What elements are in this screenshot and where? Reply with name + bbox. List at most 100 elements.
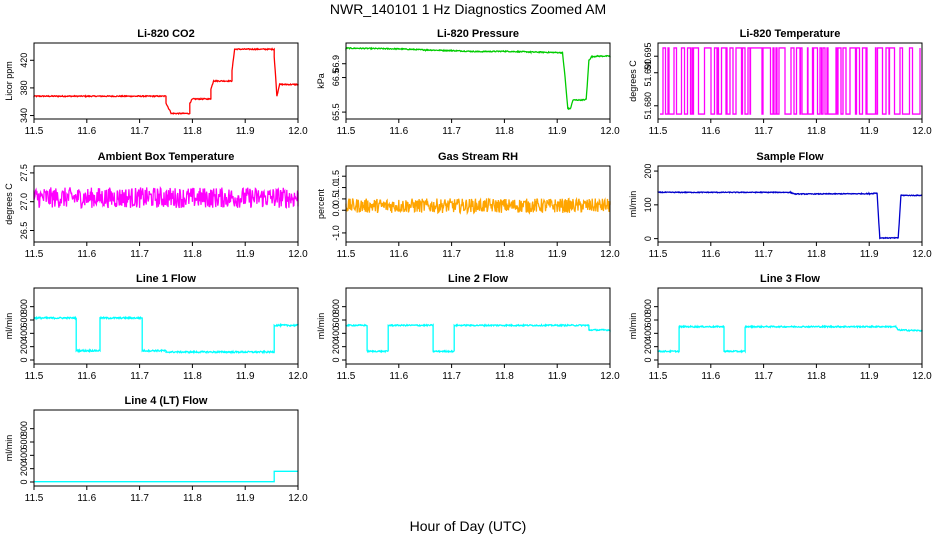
x-tick-label: 12.0 [912,126,932,137]
plot-frame [33,165,299,243]
chart-panel: Line 4 (LT) Flow 11.5 11.6 11.7 11.8 11.9 12.0… [4,395,308,504]
y-tick-label: 0 [331,357,341,362]
x-tick-label: 12.0 [600,249,620,260]
series-line [33,315,299,355]
chart-panel: Sample Flow 11.5 11.6 11.7 11.8 11.9 12.0 0 100 2… [628,151,932,260]
x-tick-label: 11.8 [183,493,202,504]
x-tick-label: 11.6 [389,371,408,382]
x-tick-label: 11.6 [77,126,96,137]
chart-panel: Line 2 Flow 11.5 11.6 11.7 11.8 11.9 12.0 0 2004… [316,273,620,382]
y-axis-label: ml/min [628,313,638,340]
plot-frame [657,165,923,243]
y-tick-label: 400 [331,326,341,341]
x-tick-label: 11.8 [495,249,514,260]
y-axis-label: Licor ppm [4,61,14,101]
x-tick-label: 11.9 [860,249,879,260]
y-axis-label: kPa [316,73,326,89]
x-tick-label: 11.9 [548,126,567,137]
chart-panel: Ambient Box Temperature 11.5 11.6 11.7 11.8 1… [4,151,308,260]
x-tick-label: 12.0 [288,126,308,137]
y-axis-label: ml/min [4,313,14,340]
x-tick-label: 11.8 [807,126,826,137]
series-line [660,47,921,115]
chart-panel: Li-820 Pressure 11.5 11.6 11.7 11.8 11.9 12.0 6… [316,28,620,137]
x-tick-label: 11.7 [754,371,773,382]
y-tick-label: 200 [643,339,653,354]
y-tick-label: 0 [19,479,29,484]
x-tick-label: 11.6 [77,249,96,260]
x-tick-label: 11.5 [337,371,356,382]
plot-frame [345,165,611,243]
x-tick-label: 11.5 [25,126,44,137]
y-tick-label: 51.695 [643,42,653,70]
y-tick-label: 1.0 [331,181,341,194]
plot-frame [657,287,923,365]
chart-title: Line 1 Flow [136,273,196,285]
plot-frame [33,409,299,487]
x-tick-label: 11.6 [701,371,720,382]
x-tick-label: 12.0 [288,493,308,504]
plot-frame [33,42,299,120]
y-tick-label: 420 [19,53,29,68]
y-tick-label: 0 [19,357,29,362]
y-tick-label: 1.5 [331,170,341,183]
x-tick-label: 11.8 [183,371,202,382]
x-tick-label: 11.9 [548,249,567,260]
y-tick-label: 800 [19,299,29,314]
x-tick-label: 11.6 [77,371,96,382]
series-line [345,196,611,216]
x-tick-label: 11.6 [701,126,720,137]
x-tick-label: 11.6 [389,249,408,260]
x-tick-label: 11.5 [649,249,668,260]
x-tick-label: 11.8 [807,249,826,260]
y-tick-label: 100 [643,197,653,212]
x-tick-label: 11.5 [25,249,44,260]
x-tick-label: 11.9 [548,371,567,382]
y-tick-label: 200 [643,164,653,179]
x-tick-label: 12.0 [912,249,932,260]
x-tick-label: 12.0 [912,371,932,382]
x-tick-label: 11.9 [236,249,255,260]
page-title: NWR_140101 1 Hz Diagnostics Zoomed AM [329,1,607,17]
chart-panel: Li-820 Temperature 11.5 11.6 11.7 11.8 11.9 12… [628,28,932,137]
chart-title: Line 2 Flow [448,273,508,285]
x-tick-label: 11.5 [649,371,668,382]
series-line [345,46,611,111]
x-tick-label: 11.5 [25,493,44,504]
y-tick-label: 0 [643,236,653,241]
series-line [657,190,923,240]
y-tick-label: 0.0 [331,204,341,217]
chart-panel: Line 3 Flow 11.5 11.6 11.7 11.8 11.9 12.0 0 2004… [628,273,932,382]
x-tick-label: 11.5 [337,249,356,260]
y-tick-label: 66.9 [331,55,341,73]
y-axis-label: degrees C [628,60,638,102]
y-tick-label: 600 [19,434,29,449]
x-tick-label: 11.7 [754,249,773,260]
x-tick-label: 11.6 [389,126,408,137]
y-tick-label: 51.680 [643,92,653,120]
y-tick-label: 51.690 [643,59,653,87]
plot-frame [33,287,299,365]
x-tick-label: 11.7 [130,126,149,137]
y-tick-label: 400 [19,326,29,341]
y-tick-label: 400 [643,326,653,341]
y-tick-label: 200 [19,339,29,354]
x-tick-label: 12.0 [288,249,308,260]
y-tick-label: 27.5 [19,164,29,182]
chart-panel: Line 1 Flow 11.5 11.6 11.7 11.8 11.9 12.0 0 2004… [4,273,308,382]
y-tick-label: 26.5 [19,222,29,240]
x-tick-label: 11.8 [807,371,826,382]
x-tick-label: 11.5 [25,371,44,382]
x-tick-label: 11.7 [130,371,149,382]
y-tick-label: 0.5 [331,193,341,206]
y-tick-label: 400 [19,448,29,463]
chart-title: Line 4 (LT) Flow [125,395,208,407]
y-tick-label: 66.5 [331,69,341,87]
x-tick-label: 11.7 [442,371,461,382]
y-axis-label: degrees C [4,183,14,225]
y-tick-label: 340 [19,108,29,123]
x-tick-label: 11.8 [183,249,202,260]
x-tick-label: 12.0 [600,126,620,137]
series-line [33,47,299,116]
